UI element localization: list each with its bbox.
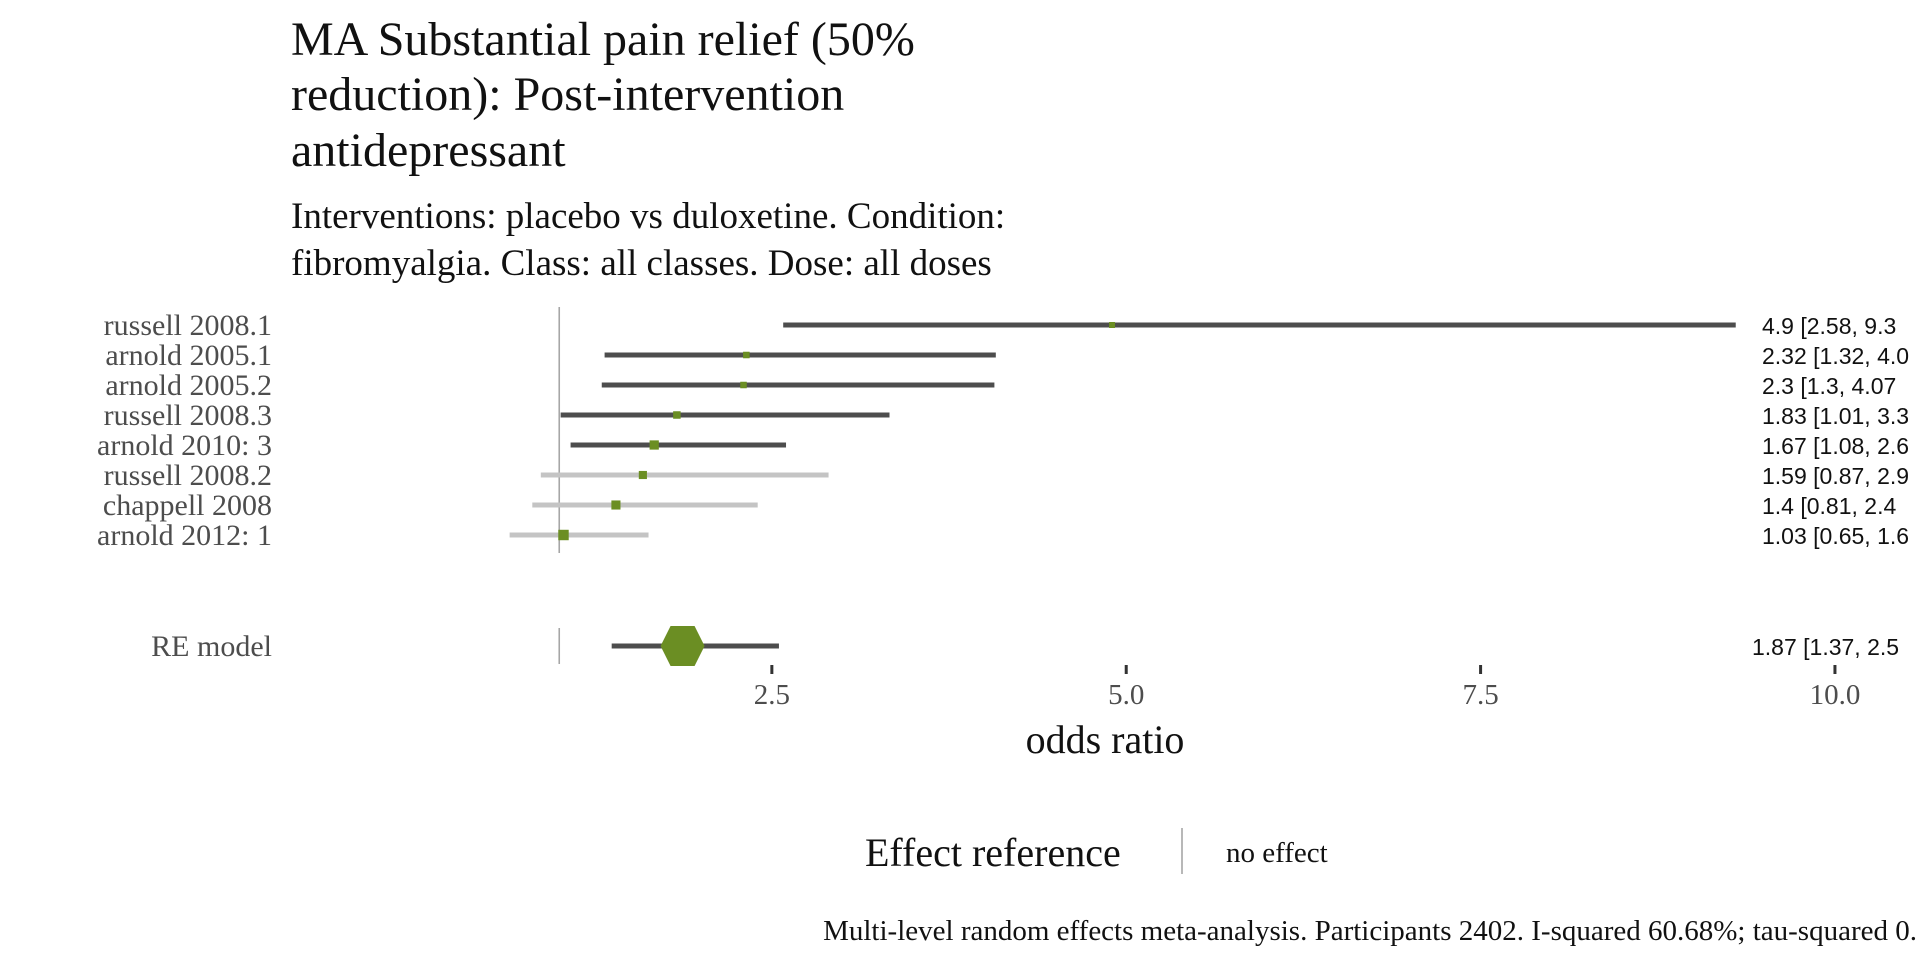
summary-label: RE model [151, 630, 272, 663]
study-label: arnold 2005.2 [105, 369, 272, 402]
study-label: russell 2008.1 [104, 309, 272, 342]
study-label: russell 2008.2 [104, 459, 272, 492]
point-estimate [1109, 322, 1116, 328]
plot-caption: Multi-level random effects meta-analysis… [823, 915, 1917, 947]
study-row: chappell 2008 1.4 [0.81, 2.4 [103, 489, 1897, 522]
estimate-text: 2.32 [1.32, 4.0 [1762, 343, 1909, 369]
x-tick-label: 5.0 [1108, 679, 1144, 711]
summary-estimate-text: 1.87 [1.37, 2.5 [1752, 634, 1899, 660]
estimate-text: 1.03 [0.65, 1.6 [1762, 523, 1909, 549]
summary-diamond [660, 626, 705, 666]
summary-row: RE model 1.87 [1.37, 2.5 [151, 626, 1899, 666]
legend-label-no-effect: no effect [1226, 837, 1328, 869]
x-tick-label: 10.0 [1810, 679, 1861, 711]
legend: Effect reference no effect [865, 828, 1328, 875]
study-label: arnold 2010: 3 [97, 429, 272, 462]
study-row: arnold 2012: 1 1.03 [0.65, 1.6 [97, 519, 1909, 552]
estimate-text: 1.59 [0.87, 2.9 [1762, 463, 1909, 489]
study-row: russell 2008.1 4.9 [2.58, 9.3 [104, 309, 1897, 342]
point-estimate [673, 411, 681, 419]
legend-title: Effect reference [865, 830, 1121, 875]
subtitle-line-1: Interventions: placebo vs duloxetine. Co… [291, 196, 1005, 237]
title-line-1: MA Substantial pain relief (50% [291, 13, 915, 66]
point-estimate [743, 351, 750, 359]
x-axis: 2.5 5.0 7.5 10.0 [754, 665, 1861, 711]
x-tick-label: 7.5 [1462, 679, 1498, 711]
study-row: arnold 2010: 3 1.67 [1.08, 2.6 [97, 429, 1909, 462]
estimate-text: 1.83 [1.01, 3.3 [1762, 403, 1909, 429]
title-line-2: reduction): Post-intervention [291, 68, 844, 121]
estimate-text: 1.67 [1.08, 2.6 [1762, 433, 1909, 459]
subtitle-line-2: fibromyalgia. Class: all classes. Dose: … [291, 243, 992, 284]
point-estimate [649, 440, 659, 450]
estimate-text: 4.9 [2.58, 9.3 [1762, 313, 1896, 339]
point-estimate [740, 381, 747, 389]
study-row: russell 2008.3 1.83 [1.01, 3.3 [104, 399, 1909, 432]
study-label: arnold 2005.1 [105, 339, 272, 372]
title-line-3: antidepressant [291, 124, 566, 177]
plot-title: MA Substantial pain relief (50% reductio… [291, 13, 915, 177]
study-label: chappell 2008 [103, 489, 272, 522]
estimate-text: 1.4 [0.81, 2.4 [1762, 493, 1896, 519]
study-row: arnold 2005.2 2.3 [1.3, 4.07 [105, 369, 1896, 402]
x-tick-label: 2.5 [754, 679, 790, 711]
point-estimate [638, 470, 647, 480]
study-label: russell 2008.3 [104, 399, 272, 432]
study-row: arnold 2005.1 2.32 [1.32, 4.0 [105, 339, 1909, 372]
study-row: russell 2008.2 1.59 [0.87, 2.9 [104, 459, 1909, 492]
x-axis-title: odds ratio [1026, 717, 1185, 762]
point-estimate [558, 529, 569, 541]
estimate-text: 2.3 [1.3, 4.07 [1762, 373, 1896, 399]
study-label: arnold 2012: 1 [97, 519, 272, 552]
point-estimate [611, 500, 621, 510]
plot-subtitle: Interventions: placebo vs duloxetine. Co… [291, 196, 1005, 284]
